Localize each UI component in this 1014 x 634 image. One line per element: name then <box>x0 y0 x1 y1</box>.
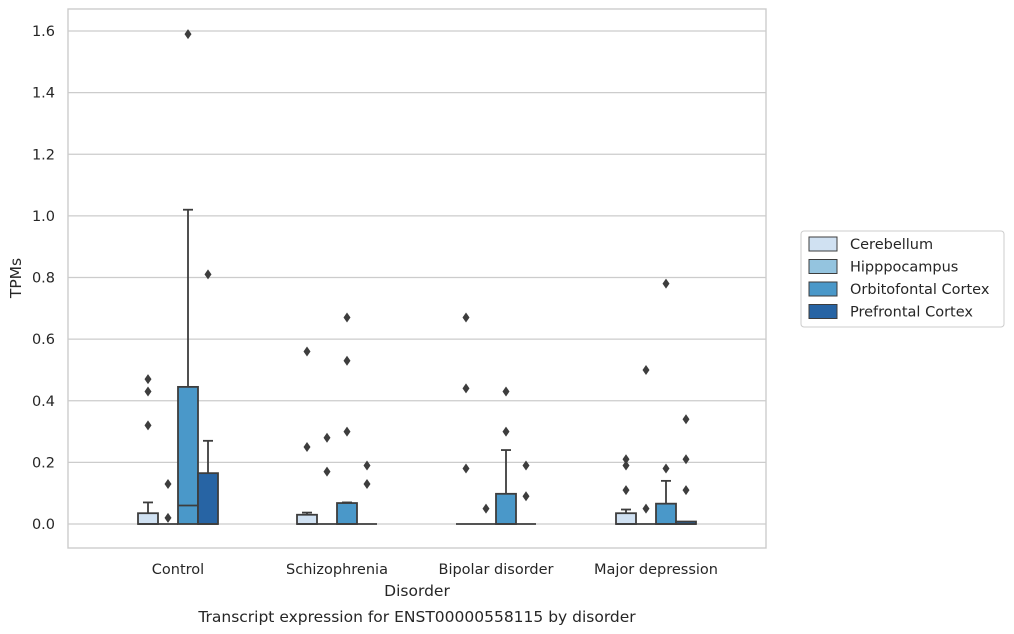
outlier-point <box>682 485 690 496</box>
outlier-point <box>642 364 650 375</box>
box-body <box>655 502 677 525</box>
box-group <box>296 346 318 525</box>
box-body <box>336 502 358 525</box>
outlier-point <box>622 460 630 471</box>
box-group <box>317 432 337 525</box>
box-group <box>137 374 159 525</box>
y-tick-labels: 0.0 0.2 0.4 0.6 0.8 1.0 1.2 1.4 1.6 <box>32 24 55 533</box>
outlier-point <box>164 478 172 489</box>
outlier-point <box>144 386 152 397</box>
y-tick-label: 0.6 <box>32 332 55 348</box>
y-tick-label: 0.8 <box>32 271 55 287</box>
box-group <box>456 312 476 525</box>
outlier-point <box>343 312 351 323</box>
y-tick-label: 0.2 <box>32 455 55 471</box>
box-body <box>615 512 637 525</box>
box-group <box>197 269 219 525</box>
x-tick-labels: Control Schizophrenia Bipolar disorder Majo… <box>152 562 718 578</box>
outlier-point <box>204 269 212 280</box>
box-group <box>615 454 637 525</box>
box-group <box>516 460 536 525</box>
outlier-point <box>682 454 690 465</box>
box-body <box>137 512 159 525</box>
box-group <box>636 364 656 525</box>
outlier-point <box>662 278 670 289</box>
outlier-point <box>164 512 172 523</box>
box-body <box>296 513 318 525</box>
legend-items: Cerebellum Hipppocampus Orbitofontal Corte… <box>808 236 990 321</box>
x-tick-label: Control <box>152 562 204 578</box>
legend: Cerebellum Hipppocampus Orbitofontal Corte… <box>800 230 1005 328</box>
y-tick-label: 1.6 <box>32 24 55 40</box>
outlier-point <box>682 414 690 425</box>
outlier-point <box>303 441 311 452</box>
box-body <box>495 492 517 525</box>
y-tick-label: 1.2 <box>32 147 55 163</box>
outlier-point <box>323 466 331 477</box>
y-tick-label: 0.4 <box>32 394 55 410</box>
legend-swatch <box>808 281 838 297</box>
outlier-point <box>144 374 152 385</box>
plot-frame <box>67 8 767 549</box>
box-body <box>177 385 199 525</box>
y-tick-label: 1.0 <box>32 209 55 225</box>
box-group <box>357 460 377 525</box>
legend-frame <box>800 230 1005 328</box>
x-tick-label: Schizophrenia <box>286 562 388 578</box>
outlier-point <box>522 460 530 471</box>
outlier-point <box>184 29 192 40</box>
x-tick-label: Major depression <box>594 562 718 578</box>
legend-label: Cerebellum <box>850 237 933 253</box>
box-group <box>675 414 697 525</box>
plot-background <box>68 9 766 548</box>
outlier-point <box>522 491 530 502</box>
legend-label: Orbitofontal Cortex <box>850 282 990 298</box>
legend-swatch <box>808 236 838 252</box>
data-marks <box>137 29 697 525</box>
box-group <box>158 478 178 525</box>
legend-swatch <box>808 259 838 274</box>
box-group <box>177 29 199 525</box>
chart-title: Transcript expression for ENST0000055811… <box>197 608 636 626</box>
outlier-point <box>343 355 351 366</box>
box-group <box>495 386 517 525</box>
legend-label: Hipppocampus <box>850 260 958 276</box>
y-tick-label: 1.4 <box>32 86 55 102</box>
outlier-point <box>462 383 470 394</box>
x-tick-label: Bipolar disorder <box>439 562 554 578</box>
outlier-point <box>662 463 670 474</box>
outlier-point <box>642 503 650 514</box>
box-group <box>655 278 677 525</box>
outlier-point <box>482 503 490 514</box>
outlier-point <box>502 386 510 397</box>
outlier-point <box>622 454 630 465</box>
box-group <box>336 312 358 525</box>
box-group <box>476 503 496 525</box>
x-axis-title: Disorder <box>384 582 450 600</box>
y-tick-label: 0.0 <box>32 517 55 533</box>
outlier-point <box>502 426 510 437</box>
outlier-point <box>343 426 351 437</box>
legend-swatch <box>808 304 838 319</box>
outlier-point <box>363 478 371 489</box>
outlier-point <box>144 420 152 431</box>
outlier-point <box>462 463 470 474</box>
legend-label: Prefrontal Cortex <box>850 305 973 321</box>
outlier-point <box>303 346 311 357</box>
y-axis-title: TPMs <box>7 258 25 299</box>
outlier-point <box>323 432 331 443</box>
box-body <box>197 472 219 525</box>
outlier-point <box>363 460 371 471</box>
outlier-point <box>622 485 630 496</box>
outlier-point <box>462 312 470 323</box>
